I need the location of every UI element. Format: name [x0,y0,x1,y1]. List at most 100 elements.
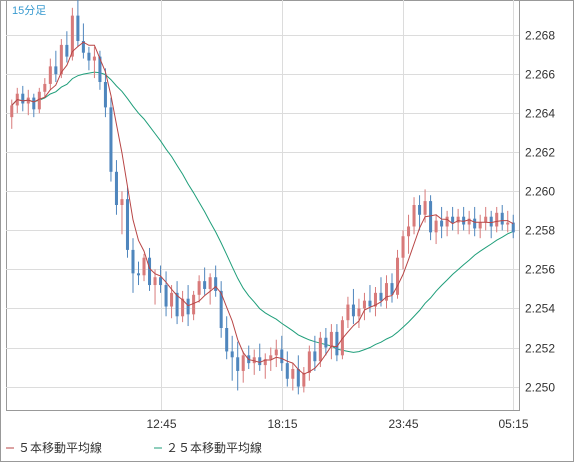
candle-body-down [225,328,229,352]
candle-body-down [236,357,240,371]
grid-lines [6,0,519,410]
y-tick-label: 2.262 [525,146,555,160]
candle-body-down [451,216,455,223]
candle-body-down [390,283,394,295]
candle-body-up [37,91,41,110]
candle-body-up [384,283,389,301]
candle-body-up [269,355,273,360]
candle-body-up [478,222,482,229]
ma25-line [11,71,514,353]
candle-body-up [291,369,295,379]
candle-body-down [136,273,141,276]
candle-body-down [379,292,383,301]
candle-body-up [445,216,449,227]
y-tick-label: 2.250 [525,381,555,395]
candle-body-up [92,56,96,61]
ma25-layer [11,71,514,353]
candle-body-up [407,226,411,237]
candle-body-down [21,93,25,104]
ma5-line [11,41,514,375]
y-tick-label: 2.252 [525,342,555,356]
candle-body-up [401,236,405,258]
candle-body-down [32,97,36,110]
candle-body-up [263,359,267,366]
legend: ５本移動平均線 ２５本移動平均線 [6,440,262,455]
y-tick-label: 2.266 [525,68,555,82]
candle-body-up [48,66,52,84]
candle-body-up [495,212,499,227]
candle-body-down [429,201,433,233]
candle-body-up [10,105,14,118]
candle-body-up [484,216,488,223]
candle-body-down [65,44,69,57]
x-tick-label: 18:15 [267,417,297,431]
plot-area [6,0,520,411]
candle-body-down [131,249,135,274]
candle-body-up [307,351,311,373]
candle-body-down [109,107,113,172]
y-tick-label: 2.264 [525,107,555,121]
candle-body-down [280,349,284,364]
candle-body-up [434,220,438,233]
candle-body-down [114,171,118,205]
candle-body-up [362,300,366,309]
candle-body-up [396,257,400,295]
candle-body-up [274,349,278,356]
x-tick-label: 05:15 [498,417,528,431]
candle-body-up [142,257,146,276]
legend-item-ma25: ２５本移動平均線 [154,440,262,455]
candle-body-up [346,304,350,321]
candle-body-down [81,41,85,53]
candle-body-down [103,82,107,108]
candle-body-up [357,308,361,317]
candle-body-down [335,331,339,356]
candle-body-down [368,300,372,307]
candle-body-down [462,216,466,225]
candle-body-up [412,205,416,227]
candle-body-up [208,277,212,289]
candle-body-down [473,218,477,229]
candle-body-down [87,52,91,61]
candle-body-up [423,201,427,215]
x-tick-label: 12:45 [146,417,176,431]
y-tick-label: 2.258 [525,224,555,238]
candle-body-up [467,218,471,225]
candle-body-down [219,290,223,328]
y-tick-label: 2.260 [525,185,555,199]
candles-layer [10,0,515,395]
y-tick-label: 2.254 [525,302,555,316]
candle-body-down [324,337,328,348]
candle-body-up [59,44,63,75]
candle-body-down [296,369,300,387]
candle-body-down [76,15,80,41]
candle-body-down [125,199,129,250]
candle-body-up [241,355,245,371]
candle-body-down [203,281,207,289]
legend-item-ma5: ５本移動平均線 [6,440,102,455]
y-tick-label: 2.268 [525,29,555,43]
candle-body-down [175,292,179,317]
candle-body-up [252,357,256,364]
candle-body-up [70,15,74,57]
legend-label-ma5: ５本移動平均線 [18,440,102,455]
candle-body-down [489,216,493,227]
candle-body-up [197,281,201,295]
candle-body-down [258,357,262,366]
candle-body-up [373,292,377,307]
candle-body-down [159,277,163,286]
candle-body-up [318,337,322,362]
candle-body-up [181,298,185,317]
candle-body-up [43,83,47,92]
x-tick-label: 23:45 [388,417,418,431]
period-label: 15分足 [12,4,46,17]
candle-body-down [214,277,218,291]
candle-body-down [230,351,234,358]
candle-body-down [98,56,102,82]
candle-body-down [148,257,152,286]
candle-body-up [170,292,174,307]
candle-body-up [506,222,510,225]
candle-body-up [192,294,196,315]
candle-body-down [54,66,58,75]
candle-body-down [351,304,355,317]
